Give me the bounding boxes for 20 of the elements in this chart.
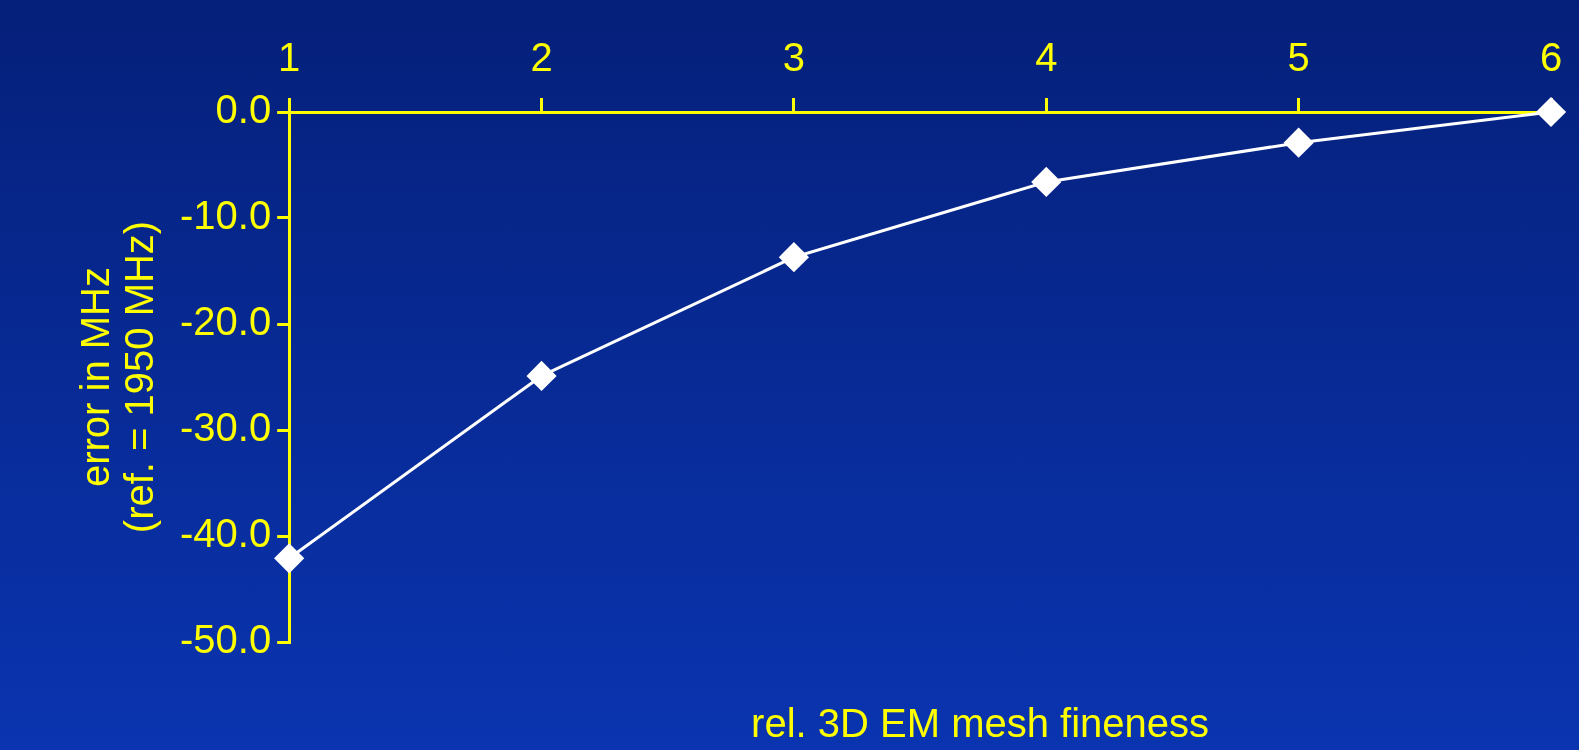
x-tick-label: 1 [278, 35, 301, 80]
x-tick-label: 4 [1035, 35, 1058, 80]
y-axis-title: error in MHz (ref. = 1950 MHz) [73, 220, 162, 534]
y-tick-label: -10.0 [180, 193, 272, 238]
y-tick-label: -40.0 [180, 511, 272, 556]
y-tick-label: 0.0 [215, 87, 272, 132]
point [1031, 167, 1061, 197]
x-tick-label: 5 [1287, 35, 1310, 80]
point [1536, 97, 1566, 127]
point [1284, 128, 1314, 158]
x-tick-label: 6 [1539, 35, 1563, 80]
y-tick-label: -20.0 [180, 299, 272, 344]
y-tick-label: -30.0 [180, 405, 272, 450]
x-axis-title: rel. 3D EM mesh fineness [751, 701, 1210, 746]
x-tick-label: 3 [782, 35, 806, 80]
point [274, 543, 304, 573]
point [779, 242, 809, 272]
y-tick-label: -50.0 [180, 617, 272, 662]
point [527, 361, 557, 391]
x-tick-label: 2 [530, 35, 553, 80]
